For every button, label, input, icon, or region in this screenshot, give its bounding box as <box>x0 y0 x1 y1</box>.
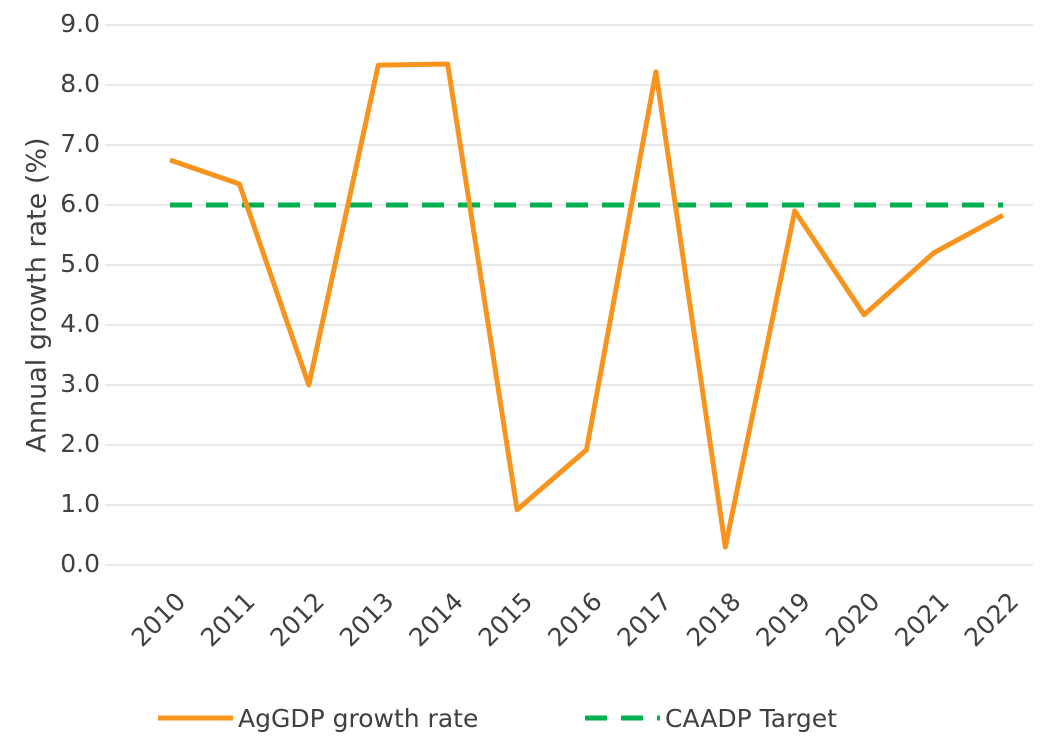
x-tick-label: 2018 <box>681 587 746 652</box>
y-tick-label: 4.0 <box>60 309 100 338</box>
x-tick-label: 2020 <box>820 587 885 652</box>
x-tick-label: 2022 <box>959 587 1024 652</box>
x-tick-label: 2013 <box>334 587 399 652</box>
x-tick-label: 2011 <box>195 587 260 652</box>
y-tick-label: 0.0 <box>60 549 100 578</box>
y-axis-label: Annual growth rate (%) <box>22 137 53 452</box>
x-tick-label: 2016 <box>542 587 607 652</box>
series-line <box>169 61 1005 550</box>
y-tick-label: 7.0 <box>60 129 100 158</box>
y-tick-label: 2.0 <box>60 429 100 458</box>
x-tick-label: 2012 <box>265 587 330 652</box>
y-tick-label: 5.0 <box>60 249 100 278</box>
y-tick-label: 3.0 <box>60 369 100 398</box>
x-tick-label: 2010 <box>126 587 191 652</box>
x-tick-label: 2014 <box>403 587 468 652</box>
y-tick-label: 6.0 <box>60 189 100 218</box>
x-tick-label: 2015 <box>473 587 538 652</box>
y-tick-label: 9.0 <box>60 9 100 38</box>
legend-label: AgGDP growth rate <box>238 704 478 733</box>
legend-label: CAADP Target <box>665 704 837 733</box>
y-tick-label: 1.0 <box>60 489 100 518</box>
x-tick-label: 2019 <box>750 587 815 652</box>
y-tick-label: 8.0 <box>60 69 100 98</box>
x-tick-label: 2021 <box>889 587 954 652</box>
x-tick-label: 2017 <box>612 587 677 652</box>
